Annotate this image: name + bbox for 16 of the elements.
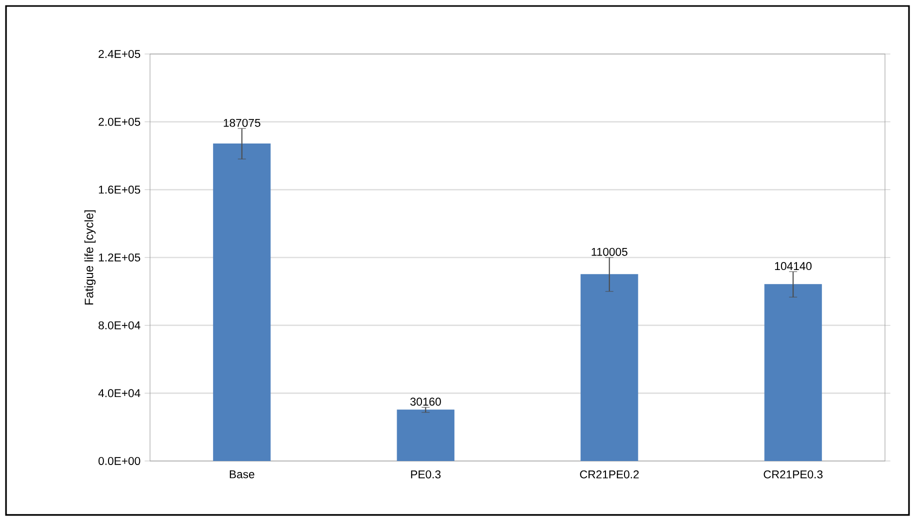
x-tick-label: CR21PE0.2 (580, 470, 639, 478)
y-tick-label: 4.0E+04 (98, 389, 140, 398)
x-tick-label: PE0.3 (411, 470, 441, 478)
data-label: 187075 (224, 118, 260, 127)
y-tick-label: 0.0E+00 (98, 456, 140, 465)
data-label: 104140 (775, 262, 812, 270)
y-axis-title: Fatigue life [cycle] (84, 210, 96, 305)
y-tick-label: 2.4E+05 (98, 50, 140, 58)
x-tick-label: CR21PE0.3 (764, 470, 823, 478)
y-tick-label: 1.2E+05 (98, 253, 140, 262)
y-tick-label: 2.0E+05 (98, 118, 140, 126)
data-label: 30160 (410, 398, 441, 406)
y-tick-label: 8.0E+04 (98, 321, 140, 330)
data-label: 110005 (592, 248, 628, 256)
y-tick-label: 1.6E+05 (98, 186, 140, 194)
x-tick-label: Base (230, 470, 254, 478)
